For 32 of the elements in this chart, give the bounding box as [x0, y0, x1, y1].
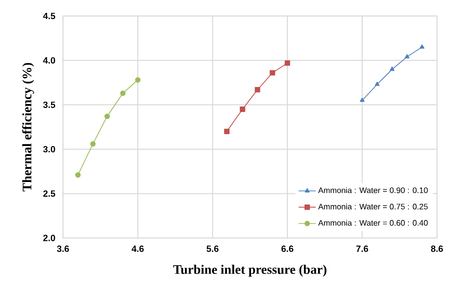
point	[374, 82, 380, 86]
point	[404, 54, 410, 58]
legend-label: Ammonia : Water = 0.90 : 0.10	[318, 187, 428, 194]
point	[420, 44, 424, 49]
point	[270, 70, 276, 76]
x-tick-label: 4.6	[132, 246, 144, 252]
point	[224, 128, 230, 134]
y-tick-label: 4.0	[43, 57, 56, 64]
x-tick-label: 8.6	[431, 246, 443, 252]
point	[75, 172, 81, 178]
x-tick-label: 3.6	[56, 246, 69, 252]
x-tick-label: 7.6	[356, 246, 368, 252]
point	[240, 106, 246, 112]
point	[104, 114, 110, 120]
x-tick-label: 6.6	[281, 246, 294, 252]
point	[360, 98, 365, 102]
x-tick-label: 5.6	[206, 246, 219, 252]
point	[120, 90, 126, 96]
y-tick-label: 2.5	[43, 190, 56, 197]
point	[90, 141, 96, 147]
legend-label: Ammonia : Water = 0.60 : 0.40	[318, 220, 428, 226]
x-axis-title: Turbine inlet pressure (bar)	[173, 264, 326, 277]
point	[135, 77, 140, 83]
y-tick-label: 4.5	[43, 12, 56, 20]
point	[254, 87, 260, 92]
y-tick-label: 3.5	[43, 102, 56, 108]
y-axis-title: Thermal efficiency (%)	[22, 62, 34, 192]
legend-label: Ammonia : Water = 0.75 : 0.25	[318, 204, 428, 210]
y-tick-label: 2.0	[43, 234, 56, 242]
y-tick-label: 3.0	[43, 146, 56, 152]
point	[390, 66, 395, 71]
point	[284, 60, 290, 66]
